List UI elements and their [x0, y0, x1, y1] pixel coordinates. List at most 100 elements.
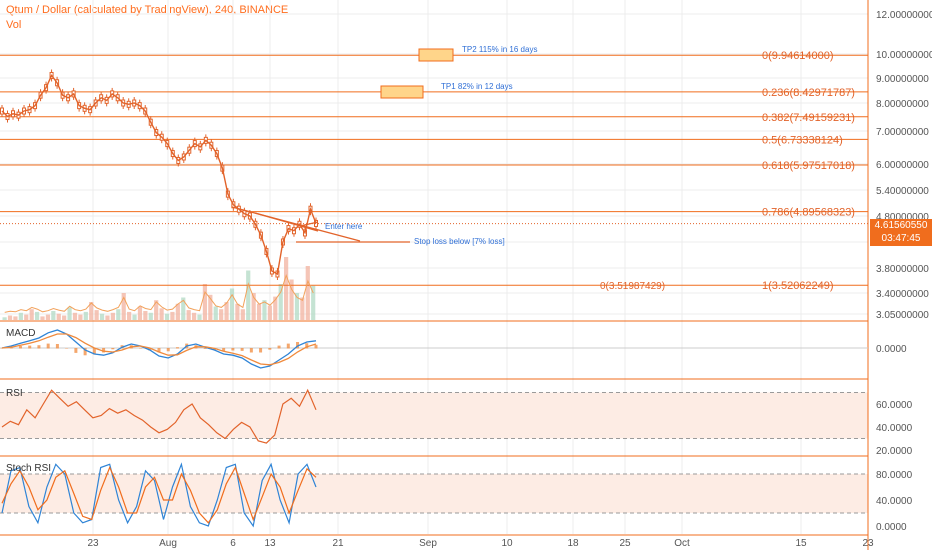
volume-bar — [219, 309, 224, 320]
volume-bar — [99, 313, 105, 320]
volume-bar — [110, 312, 115, 320]
price-axis-tick: 12.00000000 — [876, 10, 932, 21]
macd-pane-title: MACD — [6, 328, 35, 339]
volume-bar — [289, 279, 294, 320]
macd-histogram-bar — [74, 348, 78, 353]
volume-bar — [208, 294, 213, 320]
rsi-band-fill — [0, 392, 868, 439]
volume-bar — [154, 300, 159, 320]
fib-level-label: 0.5(6.73338124) — [762, 134, 843, 146]
volume-bar — [224, 302, 229, 320]
volume-bar — [7, 315, 13, 320]
macd-line — [1, 329, 317, 369]
volume-bar — [2, 317, 7, 320]
volume-bar — [89, 302, 94, 320]
time-axis-tick: 15 — [795, 538, 807, 549]
volume-bar — [143, 311, 148, 320]
volume-bar — [116, 309, 121, 320]
price-axis-tick: 8.00000000 — [876, 99, 929, 110]
volume-bar — [105, 315, 110, 320]
macd-histogram-bar — [222, 348, 226, 352]
trend-line — [231, 206, 361, 242]
macd-histogram-bar — [175, 347, 179, 349]
countdown-tag: 03:47:45 — [870, 232, 932, 246]
time-axis-tick: 10 — [501, 538, 513, 549]
volume-bar — [235, 303, 240, 320]
fib-level-label: 0.236(8.42971787) — [762, 87, 855, 99]
volume-bar — [24, 314, 29, 320]
volume-bar — [284, 257, 289, 320]
time-axis-tick: 23 — [862, 538, 874, 549]
macd-histogram-bar — [268, 348, 272, 350]
rsi-axis-tick: 60.0000 — [876, 400, 913, 411]
price-axis-tick: 3.05000000 — [876, 310, 929, 321]
volume-bar — [67, 307, 72, 320]
price-series-line — [1, 74, 317, 276]
volume-bar — [251, 293, 256, 320]
fib-level-label: 0.786(4.89568323) — [762, 207, 855, 219]
rsi-axis-tick: 20.0000 — [876, 446, 913, 457]
macd-histogram-bar — [139, 348, 143, 349]
volume-bar — [62, 315, 67, 320]
fib-level-label: 0(3.51987429) — [600, 281, 665, 292]
time-axis-tick: 25 — [619, 538, 631, 549]
volume-bar — [45, 314, 51, 320]
macd-histogram-bar — [157, 348, 161, 353]
macd-histogram-bar — [148, 348, 152, 351]
macd-histogram-bar — [92, 348, 96, 355]
macd-histogram-bar — [203, 348, 207, 349]
stoch-d-line — [1, 465, 317, 524]
volume-bar — [94, 310, 99, 320]
macd-histogram-bar — [277, 345, 281, 349]
macd-histogram-bar — [83, 348, 87, 356]
stop-loss-annotation: Stop loss below [7% loss] — [414, 237, 505, 246]
volume-bar — [148, 312, 153, 320]
price-axis-tick: 3.40000000 — [876, 289, 929, 300]
time-axis-tick: Oct — [674, 538, 690, 549]
fib-level-label: 1(3.52062249) — [762, 280, 834, 292]
rsi-line — [1, 388, 317, 444]
volume-bar — [18, 312, 23, 320]
volume-bar — [305, 266, 310, 320]
macd-histogram-bar — [231, 348, 235, 351]
macd-histogram-bar — [37, 345, 41, 349]
volume-bar — [186, 310, 191, 320]
fib-level-label: 0.618(5.97517018) — [762, 160, 855, 172]
time-axis-tick: 18 — [567, 538, 579, 549]
rsi-axis-tick: 40.0000 — [876, 423, 913, 434]
volume-bar — [34, 311, 40, 320]
chart-title: Qtum / Dollar (calculated by TradingView… — [6, 4, 289, 16]
tp1-annotation: TP1 82% in 12 days — [441, 82, 513, 91]
volume-bar — [132, 314, 137, 320]
stoch-axis-tick: 40.0000 — [876, 496, 913, 507]
macd-signal-line — [1, 333, 317, 366]
macd-histogram-bar — [166, 348, 170, 352]
volume-bar — [202, 284, 208, 320]
volume-bar — [213, 306, 218, 320]
volume-bar — [246, 270, 251, 320]
volume-bar — [29, 309, 34, 320]
price-axis-tick: 4.80000000 — [876, 212, 929, 223]
macd-histogram-bar — [65, 348, 69, 349]
time-axis-tick: Aug — [159, 538, 177, 549]
volume-bar — [164, 313, 170, 320]
entry-annotation: Enter here — [325, 222, 363, 231]
stoch-band-fill — [0, 474, 868, 513]
macd-histogram-bar — [46, 343, 50, 349]
macd-histogram-bar — [111, 348, 115, 350]
stoch-axis-tick: 0.0000 — [876, 522, 907, 533]
volume-bar — [40, 316, 45, 320]
stoch-pane-title: Stoch RSI — [6, 463, 51, 474]
macd-axis-tick: 0.0000 — [876, 344, 907, 355]
volume-bar — [311, 285, 316, 320]
volume-bar — [56, 313, 61, 320]
tp2-target-box — [418, 48, 454, 62]
volume-bar — [137, 306, 143, 320]
volume-bar — [175, 303, 180, 320]
macd-histogram-bar — [314, 344, 318, 349]
macd-histogram-bar — [0, 348, 4, 349]
price-axis-tick: 10.00000000 — [876, 50, 932, 61]
volume-bar — [229, 288, 235, 320]
